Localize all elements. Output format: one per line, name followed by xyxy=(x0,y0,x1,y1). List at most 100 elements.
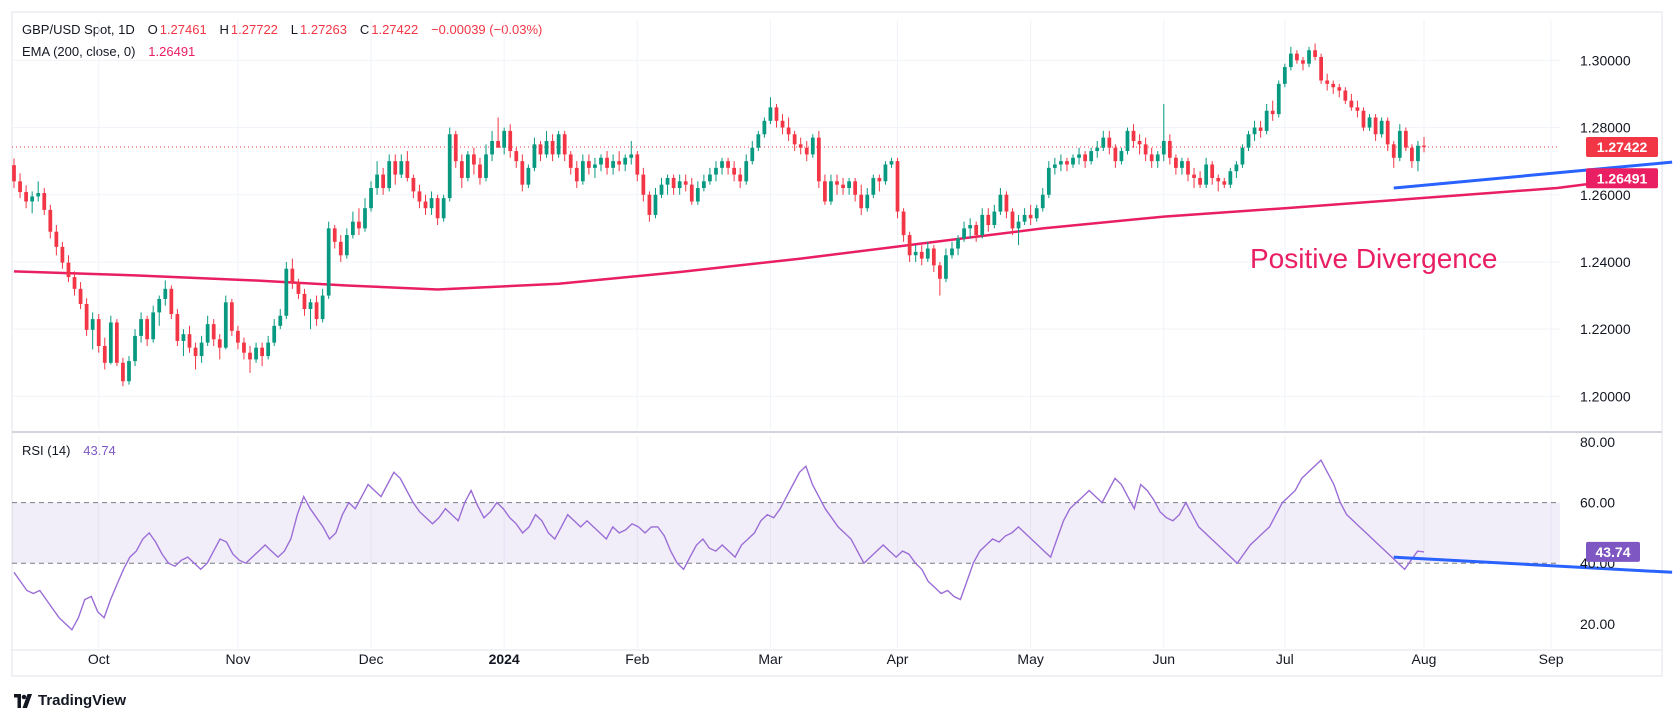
close-label: C xyxy=(359,22,370,37)
candle-body xyxy=(133,335,137,362)
candle-body xyxy=(1083,154,1087,162)
candle-body xyxy=(853,181,858,195)
candle-body xyxy=(127,361,131,382)
candle-body xyxy=(901,211,906,236)
candle-body xyxy=(520,161,525,185)
axes: 1.30000 1.28000 1.26000 1.24000 1.22000 1.200… xyxy=(88,52,1658,667)
low-label: L xyxy=(290,22,298,37)
candle-body xyxy=(574,167,579,182)
candle-body xyxy=(1379,120,1384,135)
candle-body xyxy=(768,107,773,121)
candle-body xyxy=(1028,214,1033,219)
rsi-label: RSI (14) xyxy=(22,443,71,458)
candle-body xyxy=(653,194,658,215)
candle-body xyxy=(84,303,89,330)
candle-body xyxy=(1149,154,1154,162)
candle-body xyxy=(1397,130,1402,158)
candle-body xyxy=(1192,174,1196,178)
candle-body xyxy=(490,140,494,155)
candle-body xyxy=(1204,164,1209,185)
time-tick-label: Dec xyxy=(359,651,384,667)
last-price-tag-bg xyxy=(1586,137,1658,158)
candle-body xyxy=(1295,53,1299,61)
candle-body xyxy=(701,181,706,189)
candle-body xyxy=(242,342,246,353)
candle-body xyxy=(387,161,392,189)
candle-body xyxy=(629,154,634,158)
candle-body xyxy=(617,161,622,165)
candle-body xyxy=(695,188,700,202)
time-tick-label: Sep xyxy=(1539,651,1564,667)
candle-body xyxy=(689,184,694,202)
candle-body xyxy=(157,298,162,313)
candle-body xyxy=(357,221,361,229)
candle-body xyxy=(1077,154,1081,158)
candle-body xyxy=(1010,211,1015,229)
candle-body xyxy=(187,334,192,348)
candle-body xyxy=(913,251,918,256)
candle-body xyxy=(962,228,966,239)
price-tick-label: 1.28000 xyxy=(1580,120,1631,136)
candle-body xyxy=(829,181,833,202)
rsi-value: 43.74 xyxy=(83,443,116,458)
candle-body xyxy=(835,181,839,185)
candle-body xyxy=(399,161,404,175)
rsi-line xyxy=(13,459,1425,631)
candle-body xyxy=(1016,221,1021,229)
candle-body xyxy=(750,147,755,162)
candle-body xyxy=(1349,100,1354,108)
candle-body xyxy=(895,161,900,212)
candle-body xyxy=(968,225,973,229)
candle-body xyxy=(175,314,180,341)
candle-body xyxy=(665,177,670,185)
candle-body xyxy=(986,214,991,225)
candle-body xyxy=(1059,161,1063,165)
candle-body xyxy=(1137,140,1142,145)
candle-body xyxy=(998,194,1003,212)
candle-body xyxy=(611,161,615,168)
candle-body xyxy=(974,225,979,236)
candle-body xyxy=(726,161,730,168)
rsi-pane[interactable] xyxy=(12,459,1673,631)
rsi-band xyxy=(12,502,1560,564)
candle-body xyxy=(1337,87,1342,91)
candle-body xyxy=(193,347,198,357)
candle-body xyxy=(538,144,543,155)
candle-body xyxy=(502,130,507,148)
price-pane[interactable] xyxy=(12,43,1673,387)
candle-body xyxy=(1361,110,1366,128)
candle-body xyxy=(36,193,41,197)
candle-body xyxy=(1288,53,1293,68)
candle-body xyxy=(1367,117,1372,128)
candle-body xyxy=(635,154,640,175)
candle-body xyxy=(151,312,156,340)
candle-body xyxy=(465,154,470,178)
ema-price-tag-bg xyxy=(1586,168,1658,189)
candle-body xyxy=(344,235,349,256)
candle-body xyxy=(1113,147,1118,162)
candle-body xyxy=(496,140,500,148)
ema-value: 1.26491 xyxy=(148,44,196,59)
candle-body xyxy=(599,157,603,165)
candle-body xyxy=(1252,127,1257,135)
candle-body xyxy=(623,157,628,165)
candle-body xyxy=(320,295,325,320)
candle-body xyxy=(363,208,367,229)
brand[interactable]: TradingView xyxy=(12,692,126,709)
time-tick-label: Oct xyxy=(88,651,110,667)
candle-body xyxy=(217,339,222,348)
rsi-value-tag-bg xyxy=(1586,541,1640,562)
candle-body xyxy=(381,174,386,189)
candle-body xyxy=(108,322,113,363)
candle-body xyxy=(42,193,47,210)
candle-body xyxy=(792,134,797,145)
candle-body xyxy=(254,347,258,360)
time-tick-label: Mar xyxy=(758,651,782,667)
candle-body xyxy=(550,140,555,155)
candle-body xyxy=(1282,67,1287,84)
grid xyxy=(11,11,1663,677)
candle-body xyxy=(1331,83,1336,88)
price-tick-label: 1.20000 xyxy=(1580,388,1631,404)
candle-body xyxy=(1186,161,1190,175)
